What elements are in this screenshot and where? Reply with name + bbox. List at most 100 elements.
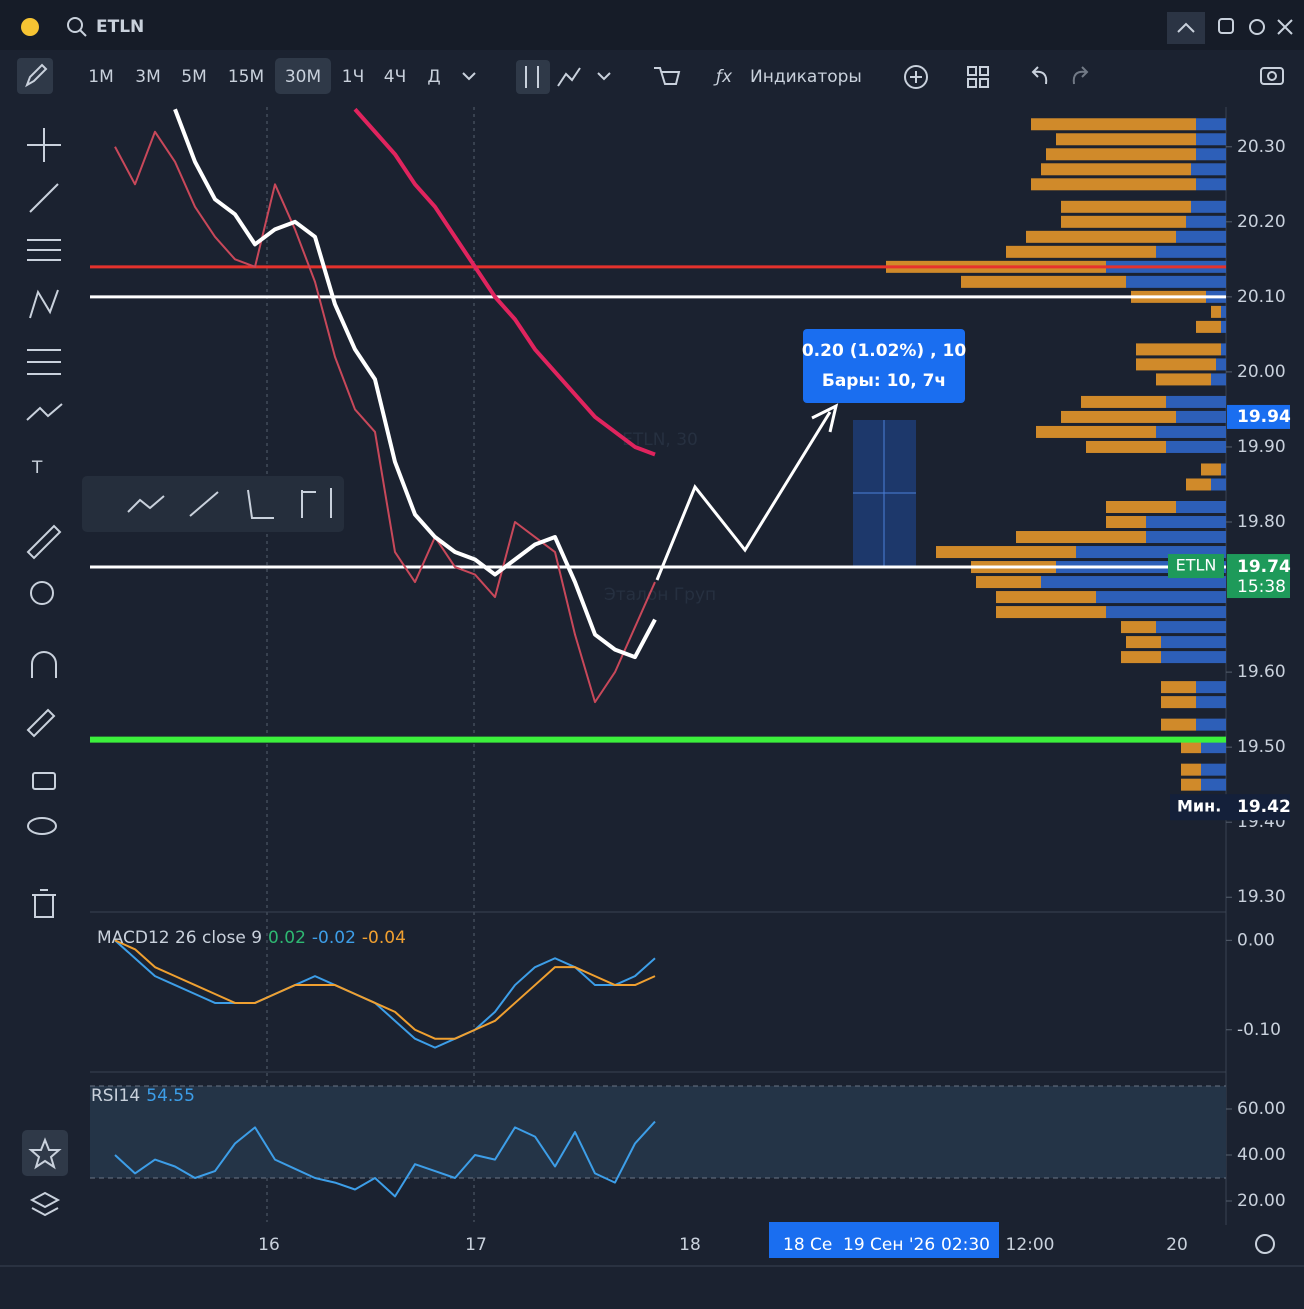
volume-profile-bar [1126,636,1161,649]
rsi-legend-value: 54.55 [146,1086,195,1106]
collapse-button[interactable] [1167,12,1205,44]
cart-button[interactable] [654,67,681,85]
rsi-legend-name: RSI14 [91,1086,140,1106]
volume-profile-bar [1221,463,1226,476]
volume-profile-bar [1196,320,1221,333]
add-button[interactable] [904,65,928,89]
active-interval-bg [275,58,331,94]
top-bar [0,0,1304,50]
volume-profile-bar [1201,778,1226,791]
magnet-tool[interactable] [31,651,57,678]
volume-profile-bar [1041,576,1226,589]
volume-profile-bar [1061,410,1176,423]
interval-button[interactable]: 1M [88,67,113,87]
draw-path-tool[interactable] [127,495,165,513]
volume-profile-bar [1161,718,1196,731]
volume-profile-bar [1156,425,1226,438]
volume-profile-bar [1196,718,1226,731]
volume-profile-bar [1221,320,1226,333]
draw-segment-tool[interactable] [189,491,219,517]
price-tick-label: 19.50 [1237,737,1286,757]
plot: ETLN, 30 Эталон Груп 0.20 (1.02%) , 10 Б… [82,107,1227,1225]
symbol[interactable]: ETLN [96,17,144,37]
interval-button[interactable]: 15M [228,67,264,87]
lock-draw-tool[interactable] [26,708,56,738]
draw-button[interactable] [17,58,53,94]
volume-profile-bar [1216,358,1226,371]
delete-tool[interactable] [32,889,56,918]
volume-profile-bar [1036,425,1156,438]
price-tick-label: 20.20 [1237,212,1286,232]
interval-button[interactable]: Д [427,67,440,87]
time-axis: 16 17 18 18 Се 19 Сен '26 02:30 12:00 20 [0,1222,1304,1267]
forecast-tool[interactable] [26,403,63,421]
volume-profile-bar [1186,478,1211,491]
pattern-tool[interactable] [29,289,59,319]
interval-button[interactable]: 5M [181,67,206,87]
price-tick-label: 19.80 [1237,512,1286,532]
macd-legend-value: 0.02 [268,928,306,948]
gann-tool[interactable] [27,349,61,375]
draw-angle-tool[interactable] [247,489,274,519]
volume-profile-bar [1106,516,1146,529]
interval-button[interactable]: 1Ч [342,67,364,87]
interval-dropdown[interactable] [462,72,476,81]
volume-profile-bar [1031,118,1196,131]
volume-profile-bar [1056,133,1196,146]
favorites-button[interactable] [22,1130,68,1176]
fib-tool[interactable] [27,239,61,261]
candles-button[interactable] [516,60,550,94]
interval-button[interactable]: 3M [135,67,160,87]
redo-button[interactable] [1072,66,1089,85]
volume-profile-bar [1156,245,1226,258]
volume-profile-bar [1031,178,1196,191]
area-button[interactable] [557,67,581,87]
close-button[interactable] [1277,19,1293,35]
layout-icon[interactable] [967,66,977,76]
volume-profile-bar [1221,343,1226,356]
axis-settings[interactable] [1255,1234,1275,1254]
volume-profile-bar [1061,215,1186,228]
interval-button[interactable]: 4Ч [384,67,406,87]
volume-profile-bar [1121,651,1161,664]
forecast-arrow[interactable] [655,411,832,581]
price-badge-label: 19.94 [1237,407,1291,427]
volume-profile-bar [1181,763,1201,776]
text-tool[interactable]: T [31,458,43,478]
volume-profile-bar [996,606,1106,619]
volume-profile-bar [1161,651,1226,664]
crosshair-tool[interactable] [27,128,61,162]
volume-profile-bar [1221,305,1226,318]
undo-button[interactable] [1031,66,1048,85]
volume-profile-bar [1146,516,1226,529]
search-icon[interactable] [67,17,83,33]
indicators-button[interactable]: Индикаторы [750,67,862,87]
interval-button[interactable]: 30M [285,67,321,87]
volume-profile-bar [1126,275,1226,288]
volume-profile-bar [1106,500,1176,513]
zoom-tool[interactable] [30,581,54,605]
measure-change: 0.20 (1.02%) , 10 [802,341,967,361]
ruler-tool[interactable] [26,524,62,560]
search-icon [79,29,87,37]
lock-tool[interactable] [32,772,56,790]
volume-profile-bar [1016,531,1146,544]
trendline-tool[interactable] [29,183,59,213]
volume-profile-bar [1046,148,1196,161]
draw-flag-tool[interactable] [301,488,332,518]
watermark: ETLN, 30 [622,430,698,450]
min-badge [1170,794,1290,821]
rsi-band [90,1086,1226,1178]
price-line-close [114,130,656,704]
time-cursor [769,1222,999,1258]
snapshot-button[interactable] [1260,67,1284,85]
volume-profile-bar [1196,118,1226,131]
window-button[interactable] [1218,18,1234,34]
visibility-tool[interactable] [27,817,57,835]
volume-profile-bar [1106,606,1226,619]
volume-profile-bar [961,275,1126,288]
rsi-line [114,1120,656,1198]
chart-type-dropdown[interactable] [597,72,611,81]
settings-button[interactable] [1249,19,1265,35]
layers-button[interactable] [29,1191,61,1217]
